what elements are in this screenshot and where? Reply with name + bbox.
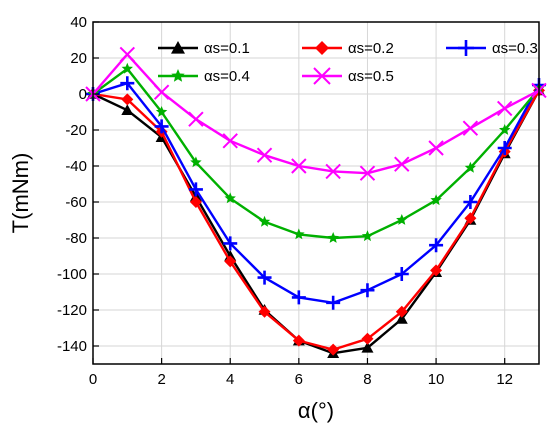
data-point <box>394 267 409 281</box>
series-line <box>92 81 541 304</box>
data-point <box>121 62 133 74</box>
plot-frame <box>92 21 540 365</box>
legend-item: αs=0.5 <box>302 67 394 85</box>
data-point <box>188 182 203 197</box>
data-point <box>190 156 202 168</box>
data-point <box>395 305 408 318</box>
data-point <box>361 230 374 242</box>
data-point <box>462 120 479 136</box>
y-axis-title: T(mNm) <box>8 153 33 234</box>
data-point <box>224 192 236 204</box>
data-point <box>496 100 513 117</box>
x-axis-title: α(°) <box>298 398 334 423</box>
x-tick-label: 0 <box>89 371 97 388</box>
data-point <box>499 124 511 135</box>
data-point <box>315 41 329 55</box>
data-point <box>121 104 134 115</box>
series-5 <box>85 46 547 181</box>
data-point <box>171 41 185 54</box>
legend-label: αs=0.2 <box>348 40 394 57</box>
data-point <box>430 264 443 277</box>
x-tick-label: 12 <box>496 371 513 388</box>
data-point <box>359 165 376 181</box>
data-point <box>394 156 410 172</box>
data-point <box>458 40 474 56</box>
data-point <box>257 270 272 285</box>
data-point <box>396 214 408 225</box>
y-tick-label: -80 <box>65 230 87 247</box>
data-point <box>327 232 339 243</box>
x-tick-label: 8 <box>363 371 371 388</box>
legend-item: αs=0.4 <box>158 68 250 85</box>
data-point <box>222 133 238 149</box>
y-tick-label: -40 <box>65 158 87 175</box>
y-tick-label: -60 <box>65 194 87 211</box>
y-tick-label: -140 <box>57 338 87 355</box>
data-point <box>291 290 306 305</box>
data-point <box>463 195 478 209</box>
data-point <box>153 84 170 100</box>
legend-label: αs=0.3 <box>492 40 538 57</box>
data-point <box>395 313 408 324</box>
data-point <box>292 334 305 347</box>
data-point <box>464 212 477 225</box>
x-tick-label: 2 <box>157 371 165 388</box>
data-point <box>429 238 444 253</box>
legend-item: αs=0.3 <box>446 40 538 57</box>
series-line <box>92 89 541 351</box>
data-point <box>258 215 271 227</box>
x-tick-label: 4 <box>226 371 234 388</box>
x-tick-label: 6 <box>295 371 303 388</box>
data-point <box>224 255 237 268</box>
y-tick-label: 20 <box>70 50 87 67</box>
data-point <box>256 147 273 163</box>
legend: αs=0.1 αs=0.2 αs=0.3 αs=0.4 αs=0.5 <box>158 40 538 85</box>
data-point <box>464 161 477 173</box>
data-point <box>430 194 442 206</box>
data-point <box>223 236 238 251</box>
y-tick-label: -100 <box>57 266 87 283</box>
axis-ticks: -140 -120 -100 -80 -60 -40 -20 0 20 40 0 2 4 6 8 10 12 <box>57 14 513 388</box>
legend-label: αs=0.1 <box>204 40 250 57</box>
data-point <box>154 119 169 134</box>
data-point <box>361 341 374 353</box>
data-point <box>120 76 135 91</box>
data-point <box>119 46 136 63</box>
legend-label: αs=0.5 <box>348 68 394 85</box>
data-point <box>293 228 305 240</box>
legend-item: αs=0.2 <box>302 40 394 57</box>
data-point <box>497 141 512 155</box>
data-point <box>121 93 134 106</box>
y-tick-label: -20 <box>65 122 87 139</box>
series-group <box>85 46 547 358</box>
x-tick-label: 10 <box>428 371 445 388</box>
data-point <box>155 106 168 117</box>
data-point <box>361 332 374 345</box>
series-2 <box>87 84 545 356</box>
data-point <box>360 283 375 298</box>
legend-label: αs=0.4 <box>204 68 250 85</box>
y-tick-label: 0 <box>79 86 87 103</box>
data-point <box>313 67 331 85</box>
data-point <box>428 140 444 156</box>
series-4 <box>87 62 545 243</box>
data-point <box>327 343 340 356</box>
data-point <box>325 163 341 180</box>
y-tick-label: 40 <box>70 14 87 31</box>
data-point <box>258 305 271 318</box>
y-tick-label: -120 <box>57 302 87 319</box>
series-line <box>92 67 540 240</box>
data-point <box>326 295 341 310</box>
legend-item: αs=0.1 <box>158 40 250 57</box>
data-point <box>291 158 307 174</box>
data-point <box>171 69 185 82</box>
plot-area <box>93 22 539 364</box>
data-point <box>189 196 202 208</box>
data-point <box>188 111 204 127</box>
